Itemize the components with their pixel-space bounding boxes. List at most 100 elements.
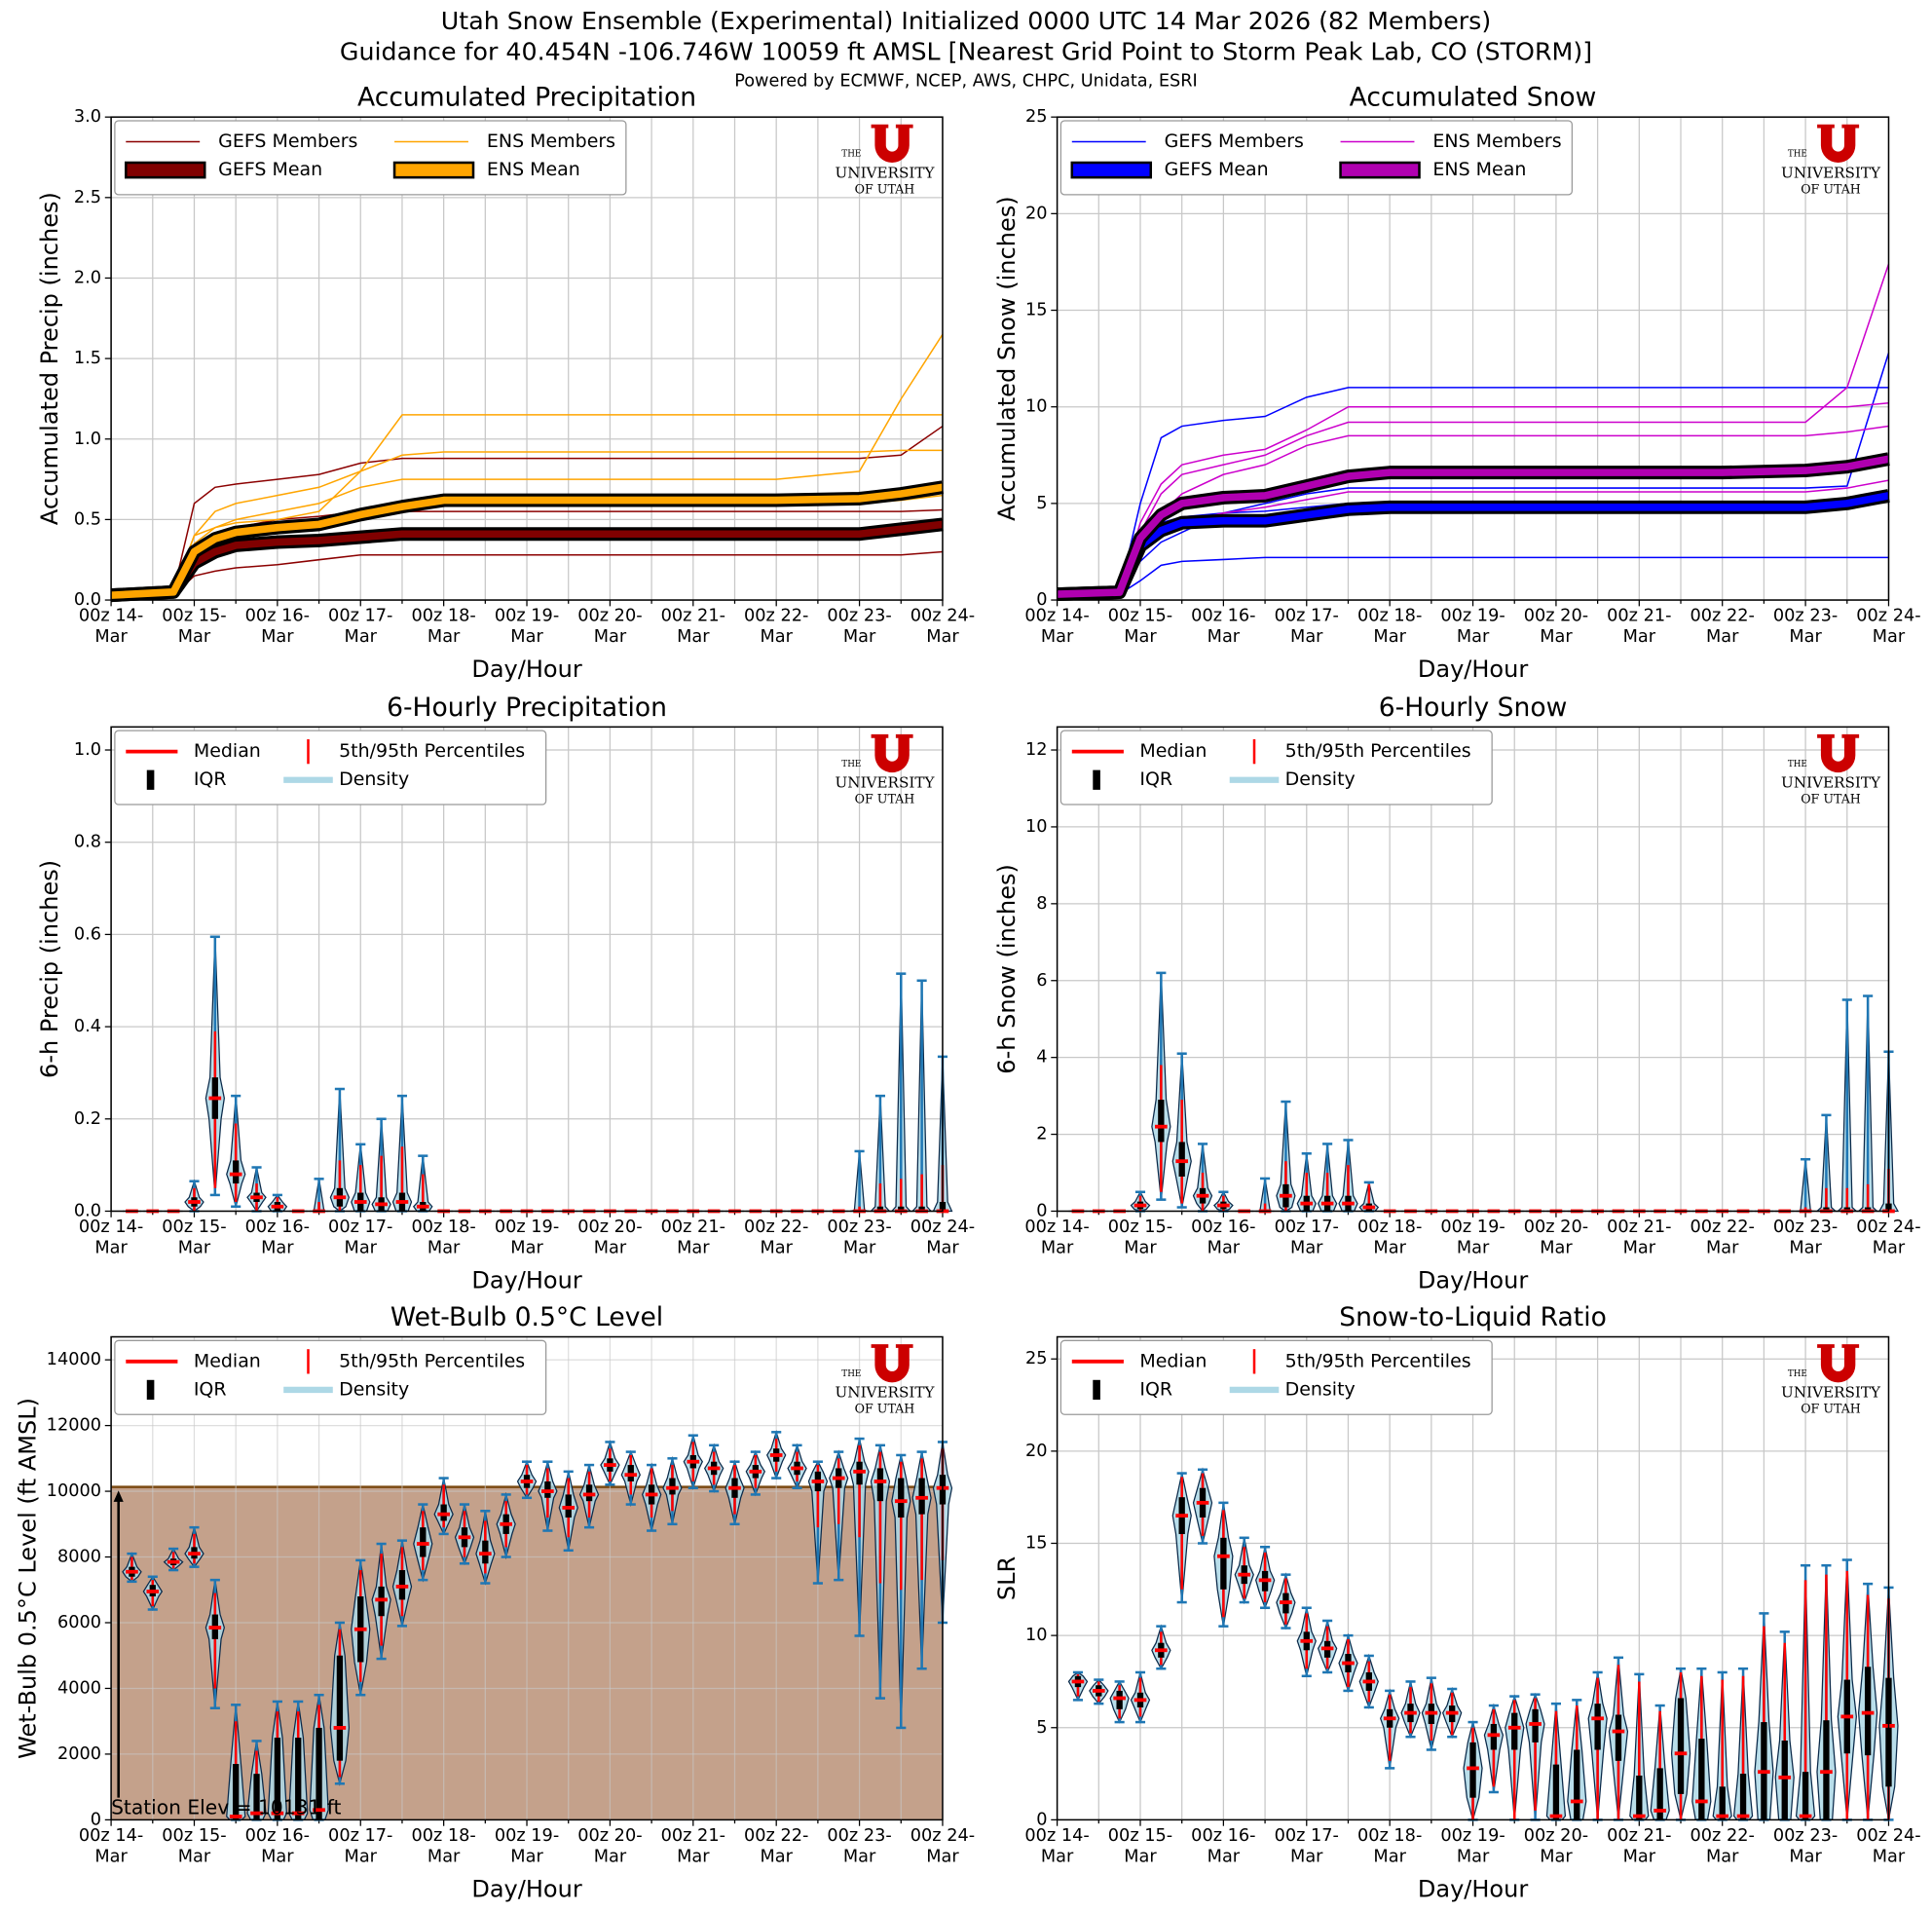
x-tick-label-box: 00z 16-Mar (245, 1826, 310, 1867)
y-tick-label: 20 (1025, 204, 1048, 223)
x-tick-label: 00z 24-Mar (1856, 1217, 1921, 1258)
x-tick-label-box: 00z 14-Mar (1024, 606, 1090, 648)
iqr-box (1677, 1698, 1685, 1794)
y-tick-label: 12000 (47, 1416, 101, 1436)
x-tick-label: 00z 17-Mar (328, 1825, 393, 1867)
y-tick-label: 1.0 (74, 740, 101, 760)
y-tick-label: 25 (1025, 1349, 1048, 1368)
x-tick-label: 00z 16-Mar (244, 606, 311, 648)
x-tick-label: 00z 16-Mar (1191, 606, 1256, 648)
x-tick-label-box: 00z 21-Mar (1607, 606, 1671, 647)
legend-label: Median (194, 740, 261, 762)
x-tick-label: 00z 14-Mar (1024, 1825, 1090, 1867)
logo-the: THE (1788, 150, 1807, 160)
x-tick-label-box: 00z 23-Mar (1772, 1217, 1839, 1258)
x-tick-label-box: 00z 19-Mar (1440, 1825, 1505, 1867)
logo-bottom: OF UTAH (1801, 1402, 1861, 1416)
legend-box (114, 120, 627, 196)
iqr-box (1615, 1714, 1622, 1761)
chart-title: Accumulated Snow (1350, 83, 1597, 113)
x-tick-label-box: 00z 14-Mar (78, 606, 144, 648)
legend-box (114, 1339, 547, 1415)
x-tick-label-box: 00z 16-Mar (1191, 606, 1256, 648)
x-tick-label-box: 00z 18-Mar (1357, 1218, 1422, 1258)
y-tick-label: 2000 (57, 1744, 101, 1764)
legend-swatch (392, 161, 475, 179)
legend-label: 5th/95th Percentiles (1285, 1350, 1471, 1371)
iqr-box (1864, 1207, 1872, 1212)
y-tick-label: 0.8 (74, 833, 101, 852)
legend-label: IQR (194, 1378, 227, 1400)
x-tick-label: 00z 19-Mar (1440, 1825, 1505, 1867)
logo-u (871, 124, 913, 163)
y-tick-label: 6000 (57, 1613, 101, 1632)
legend-label: 5th/95th Percentiles (1285, 740, 1471, 762)
chart-title: Accumulated Precipitation (357, 83, 696, 113)
x-tick-label: 00z 19-Mar (494, 606, 560, 648)
logo-the: THE (1788, 760, 1807, 769)
legend-box (114, 730, 547, 806)
member-line (1057, 352, 1890, 595)
member-line (111, 425, 944, 596)
logo-u (1817, 1344, 1860, 1383)
x-tick-label-box: 00z 18-Mar (1356, 1825, 1423, 1867)
x-axis-label: Day/Hour (471, 1267, 581, 1294)
x-tick-label-box: 00z 23-Mar (1773, 606, 1838, 647)
iqr-box (1158, 1100, 1165, 1143)
iqr-box (898, 1478, 905, 1518)
x-tick-label: 00z 22-Mar (743, 606, 809, 648)
x-tick-label: 00z 20-Mar (1523, 1825, 1589, 1867)
x-tick-label: 00z 21-Mar (660, 606, 725, 648)
x-tick-label: 00z 21-Mar (1607, 1825, 1672, 1867)
x-tick-label-box: 00z 20-Mar (1524, 1218, 1588, 1258)
iqr-box (1802, 1772, 1809, 1820)
x-tick-label: 00z 17-Mar (1274, 1825, 1339, 1867)
y-tick-label: 2.5 (74, 188, 101, 207)
iqr-box (295, 1738, 302, 1820)
legend-label: 5th/95th Percentiles (339, 740, 525, 762)
y-tick-label: 1.0 (74, 430, 101, 449)
mean-line (110, 520, 944, 599)
x-tick-label: 00z 21-Mar (660, 1217, 725, 1258)
x-tick-label: 00z 19-Mar (494, 1825, 560, 1867)
x-tick-label-box: 00z 15-Mar (162, 1217, 227, 1258)
y-tick-label: 14000 (47, 1350, 101, 1369)
legend-box (1059, 120, 1574, 196)
x-tick-label-box: 00z 14-Mar (1024, 1825, 1090, 1867)
x-tick-label: 00z 23-Mar (1772, 1217, 1839, 1258)
y-tick-label: 15 (1025, 1533, 1048, 1553)
y-tick-label: 0.5 (74, 509, 101, 529)
y-axis-label: Accumulated Snow (inches) (993, 196, 1021, 520)
logo-name: UNIVERSITY (1781, 164, 1881, 181)
y-tick-label: 1.5 (74, 349, 101, 368)
logo-the: THE (841, 1369, 861, 1379)
legend-swatch (146, 769, 155, 790)
y-tick-label: 8 (1036, 894, 1047, 914)
legend-swatch (125, 161, 206, 179)
x-tick-label: 00z 18-Mar (411, 1825, 476, 1867)
y-tick-label: 0.6 (74, 924, 101, 944)
x-tick-label-box: 00z 18-Mar (411, 606, 475, 647)
x-tick-label: 00z 17-Mar (328, 606, 393, 648)
chart-title: 6-Hourly Snow (1379, 693, 1568, 723)
x-tick-label-box: 00z 20-Mar (1524, 606, 1588, 647)
y-tick-label: 0 (91, 1810, 101, 1829)
y-tick-label: 2.0 (74, 268, 101, 287)
x-tick-label: 00z 17-Mar (1274, 1217, 1339, 1258)
iqr-box (1719, 1786, 1726, 1820)
x-tick-label: 00z 14-Mar (1024, 606, 1090, 648)
x-tick-label: 00z 14-Mar (78, 606, 144, 648)
plot-frame (1056, 726, 1890, 1213)
x-tick-label-box: 00z 21-Mar (1607, 1825, 1672, 1867)
x-tick-label: 00z 15-Mar (162, 606, 227, 648)
x-tick-label-box: 00z 15-Mar (162, 606, 227, 648)
x-tick-label: 00z 24-Mar (1856, 1825, 1921, 1867)
x-tick-label: 00z 15-Mar (162, 1217, 227, 1258)
x-tick-label-box: 00z 21-Mar (660, 1217, 725, 1258)
x-tick-label-box: 00z 18-Mar (411, 1825, 476, 1867)
x-tick-label: 00z 19-Mar (494, 1217, 560, 1258)
iqr-box (1656, 1768, 1663, 1820)
x-tick-label: 00z 18-Mar (1356, 1825, 1423, 1867)
credit: Powered by ECMWF, NCEP, AWS, CHPC, Unida… (734, 71, 1198, 91)
